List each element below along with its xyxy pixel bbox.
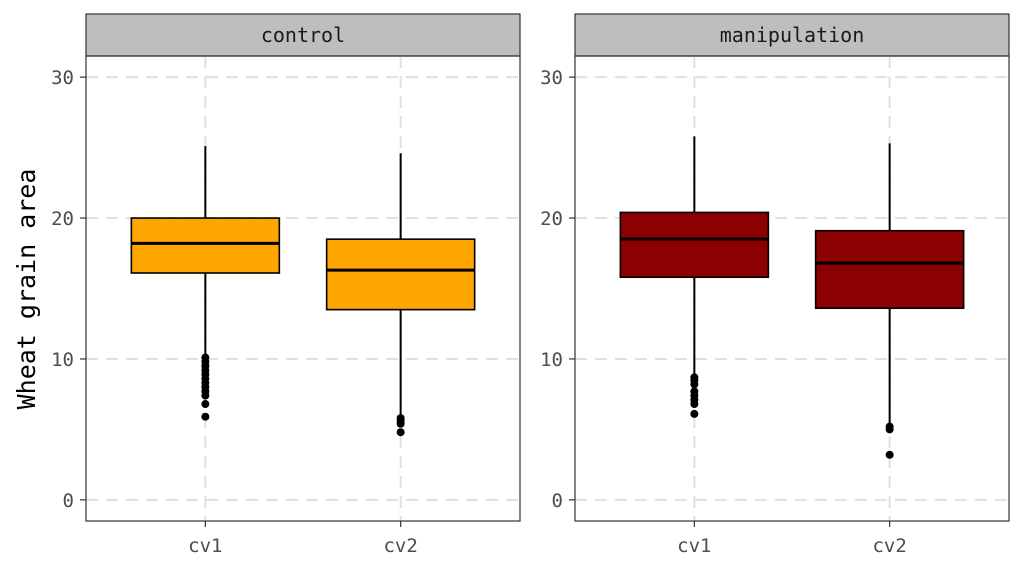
box-group-cv1 (619, 136, 770, 418)
y-tick-label: 0 (552, 490, 563, 512)
outlier-point (885, 425, 894, 434)
x-tick-label: cv2 (872, 535, 906, 557)
outlier-point (201, 412, 210, 421)
box-iqr (814, 229, 965, 310)
outlier-point (690, 380, 699, 389)
box-iqr (325, 238, 476, 311)
box-iqr (619, 211, 770, 279)
x-tick-label: cv1 (677, 535, 711, 557)
box-group-cv2 (814, 143, 965, 459)
x-tick-label: cv1 (188, 535, 222, 557)
outlier-point (690, 400, 699, 409)
outlier-point (690, 409, 699, 418)
facet-strip (85, 13, 521, 57)
y-tick-label: 10 (540, 349, 563, 371)
facet-strip-label: manipulation (720, 23, 865, 47)
y-tick-label: 20 (51, 208, 74, 230)
box-group-cv2 (325, 153, 476, 437)
facet-strip-label: control (261, 23, 345, 47)
outlier-point (201, 391, 210, 400)
outlier-point (396, 428, 405, 437)
facet-panel-0: control 0 10 20 30 cv1 cv2 (51, 13, 521, 557)
y-tick-label: 20 (540, 208, 563, 230)
y-axis-title: Wheat grain area (12, 169, 41, 410)
box-iqr (130, 217, 281, 274)
y-tick-label: 30 (51, 67, 74, 89)
outlier-point (201, 400, 210, 409)
y-tick-label: 0 (63, 490, 74, 512)
facet-panel-1: manipulation 0 10 20 30 cv1 cv2 (540, 13, 1010, 557)
x-tick-label: cv2 (383, 535, 417, 557)
panel-border (85, 55, 521, 522)
box-group-cv1 (130, 146, 281, 421)
y-tick-label: 10 (51, 349, 74, 371)
outlier-point (396, 419, 405, 428)
outlier-point (885, 450, 894, 459)
panel-border (574, 55, 1010, 522)
facet-strip (574, 13, 1010, 57)
y-tick-label: 30 (540, 67, 563, 89)
